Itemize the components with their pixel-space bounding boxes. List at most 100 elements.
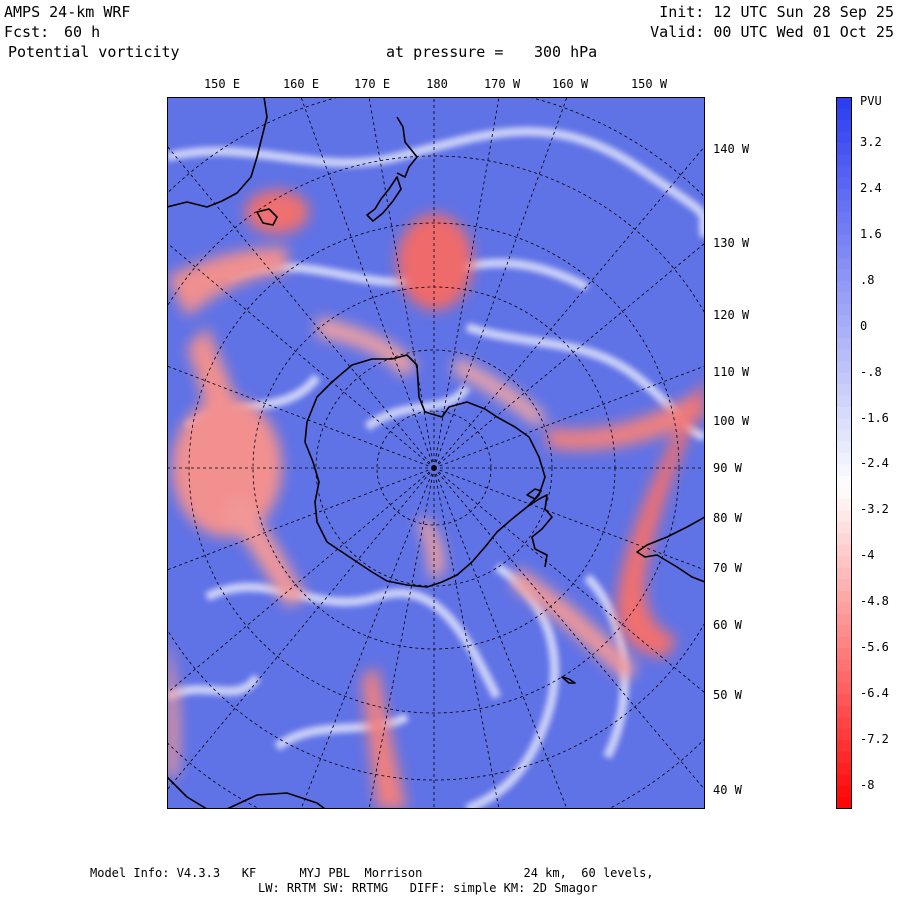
- colorbar-segment: [836, 763, 852, 776]
- colorbar-segment: [836, 361, 852, 374]
- new-zealand-north: [396, 116, 418, 178]
- colorbar-segment: [836, 453, 852, 466]
- colorbar-segment: [836, 177, 852, 190]
- pressure-value: 300 hPa: [534, 43, 598, 61]
- colorbar-segment: [836, 395, 852, 408]
- lon-label-130w: 130 W: [713, 236, 750, 250]
- colorbar-segment: [836, 154, 852, 167]
- antarctica-coastline: [304, 354, 546, 588]
- forecast-label: Fcst:: [4, 23, 50, 41]
- lon-label-70w: 70 W: [713, 561, 742, 575]
- init-time: Init: 12 UTC Sun 28 Sep 25: [659, 3, 894, 21]
- colorbar-segment: [836, 636, 852, 649]
- model-info-line2: LW: RRTM SW: RRTMG DIFF: simple KM: 2D S…: [258, 881, 598, 895]
- colorbar-segment: [836, 119, 852, 133]
- colorbar-tick-label: 0: [860, 318, 868, 333]
- lon-label-170w: 170 W: [483, 77, 521, 91]
- model-title: AMPS 24-km WRF: [4, 3, 131, 21]
- colorbar-segment: [836, 648, 852, 661]
- colorbar-segment: [836, 556, 852, 569]
- colorbar-tick-label: -1.6: [860, 410, 889, 425]
- colorbar-segment: [836, 349, 852, 362]
- colorbar-segment: [836, 475, 852, 489]
- colorbar-segment: [836, 797, 852, 809]
- coastlines: [167, 97, 705, 809]
- colorbar-tick-label: 2.4: [860, 180, 882, 195]
- colorbar-segment: [836, 740, 852, 753]
- colorbar-segment: [836, 705, 852, 718]
- colorbar-segment: [836, 384, 852, 397]
- colorbar-segment: [836, 751, 852, 764]
- colorbar-segment: [836, 372, 852, 385]
- field-title: Potential vorticity: [8, 43, 180, 61]
- australia-coastline: [167, 97, 268, 208]
- colorbar-segment: [836, 407, 852, 420]
- colorbar-segment: [836, 659, 852, 672]
- colorbar-segment: [836, 131, 852, 144]
- colorbar-segment: [836, 211, 852, 224]
- colorbar-segment: [836, 165, 852, 178]
- colorbar-tick-label: -2.4: [860, 456, 889, 471]
- lon-label-150w: 150 W: [630, 77, 668, 91]
- colorbar-segment: [836, 694, 852, 707]
- colorbar: [836, 97, 852, 809]
- colorbar-segment: [836, 234, 852, 247]
- colorbar-tick-label: -3.2: [860, 502, 889, 517]
- meridians: [167, 97, 705, 809]
- colorbar-segment: [836, 544, 852, 557]
- colorbar-segment: [836, 418, 852, 431]
- colorbar-tick-label: -6.4: [860, 686, 889, 701]
- colorbar-segment: [836, 590, 852, 603]
- colorbar-segment: [836, 200, 852, 213]
- colorbar-tick-label: -7.2: [860, 732, 889, 747]
- pressure-label: at pressure =: [386, 43, 504, 61]
- lon-label-40w: 40 W: [713, 783, 742, 797]
- colorbar-segment: [836, 487, 852, 500]
- colorbar-segment: [836, 774, 852, 787]
- colorbar-segment: [836, 292, 852, 305]
- colorbar-segment: [836, 188, 852, 201]
- lon-label-140w: 140 W: [713, 142, 750, 156]
- colorbar-segment: [836, 223, 852, 236]
- colorbar-segment: [836, 625, 852, 638]
- south-shetland: [526, 488, 542, 500]
- colorbar-tick-label: -.8: [860, 364, 882, 379]
- colorbar-segment: [836, 430, 852, 443]
- forecast-value: 60 h: [64, 23, 101, 41]
- colorbar-segment: [836, 533, 852, 546]
- colorbar-tick-label: -5.6: [860, 640, 889, 655]
- colorbar-segment: [836, 682, 852, 695]
- colorbar-segment: [836, 269, 852, 282]
- map-frame: [167, 97, 705, 809]
- colorbar-segment: [836, 315, 852, 328]
- colorbar-unit: PVU: [860, 94, 882, 108]
- colorbar-segment: [836, 521, 852, 534]
- south-georgia: [561, 676, 576, 684]
- pv-map: [167, 97, 705, 809]
- colorbar-tick-label: .8: [860, 272, 875, 287]
- colorbar-segment: [836, 97, 852, 110]
- colorbar-tick-label: 3.2: [860, 134, 882, 149]
- tasmania: [256, 208, 278, 226]
- lon-label-180: 180: [426, 77, 448, 91]
- colorbar-segment: [836, 280, 852, 293]
- lon-label-160e: 160 E: [282, 77, 320, 91]
- lon-label-50w: 50 W: [713, 688, 742, 702]
- colorbar-segment: [836, 142, 852, 156]
- colorbar-segment: [836, 108, 852, 121]
- colorbar-segment: [836, 441, 852, 454]
- valid-time: Valid: 00 UTC Wed 01 Oct 25: [650, 23, 894, 41]
- colorbar-segment: [836, 717, 852, 730]
- colorbar-segment: [836, 602, 852, 615]
- colorbar-segment: [836, 728, 852, 741]
- colorbar-segment: [836, 510, 852, 523]
- lon-label-100w: 100 W: [713, 414, 750, 428]
- colorbar-frame: [836, 97, 852, 809]
- colorbar-segment: [836, 579, 852, 592]
- colorbar-tick-label: -4.8: [860, 594, 889, 609]
- south-america-tip: [636, 516, 705, 583]
- lon-label-90w: 90 W: [713, 461, 742, 475]
- pv-red-anomalies: [167, 190, 705, 809]
- colorbar-tick-label: -4: [860, 548, 875, 563]
- colorbar-segment: [836, 567, 852, 580]
